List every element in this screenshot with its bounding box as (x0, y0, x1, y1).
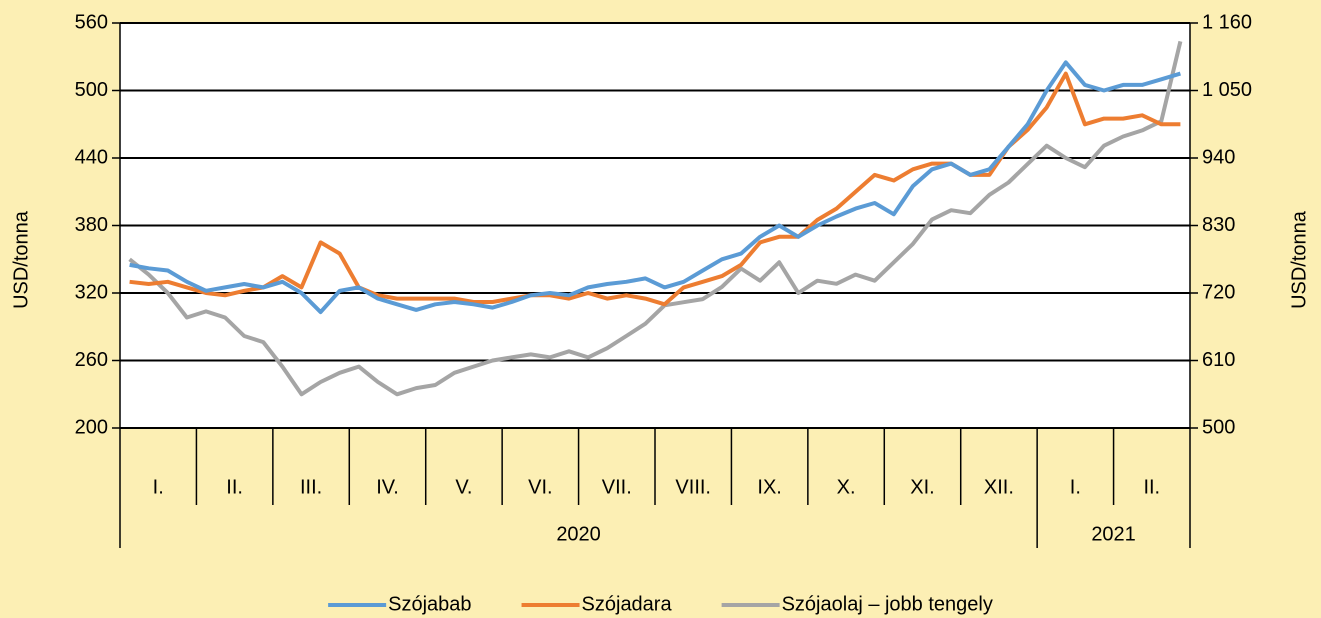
legend-label: Szójaolaj – jobb tengely (782, 593, 993, 615)
y2-tick-label: 610 (1202, 349, 1235, 371)
y2-tick-label: 1 050 (1202, 79, 1252, 101)
series-line (128, 40, 1183, 397)
x-tick-label: XI. (910, 476, 934, 498)
y-tick-label: 320 (75, 281, 108, 303)
y-axis-label: USD/tonna (10, 210, 32, 309)
x-tick-label: II. (226, 476, 243, 498)
x-tick-label: XII. (984, 476, 1014, 498)
y2-tick-label: 1 160 (1202, 11, 1252, 33)
x-tick-label: VIII. (675, 476, 711, 498)
x-tick-label: IX. (757, 476, 781, 498)
series-line (129, 60, 1181, 315)
y2-tick-label: 830 (1202, 214, 1235, 236)
x-tick-label: I. (1070, 476, 1081, 498)
x-tick-label: X. (837, 476, 856, 498)
y2-tick-label: 940 (1202, 146, 1235, 168)
y-tick-label: 260 (75, 349, 108, 371)
y-tick-label: 380 (75, 214, 108, 236)
x-tick-label: II. (1143, 476, 1160, 498)
y-tick-label: 440 (75, 146, 108, 168)
y-tick-label: 200 (75, 416, 108, 438)
y-tick-label: 560 (75, 11, 108, 33)
y-tick-label: 500 (75, 79, 108, 101)
y2-axis-label: USD/tonna (1288, 210, 1310, 309)
x-tick-label: VII. (602, 476, 632, 498)
x-tick-label: VI. (528, 476, 552, 498)
group-label: 2021 (1091, 523, 1136, 545)
group-label: 2020 (556, 523, 601, 545)
x-tick-label: V. (455, 476, 472, 498)
x-tick-label: IV. (376, 476, 399, 498)
legend-label: Szójadara (582, 593, 673, 615)
x-tick-label: III. (300, 476, 322, 498)
y2-tick-label: 500 (1202, 416, 1235, 438)
y2-tick-label: 720 (1202, 281, 1235, 303)
legend-label: Szójabab (388, 593, 471, 615)
x-tick-label: I. (153, 476, 164, 498)
